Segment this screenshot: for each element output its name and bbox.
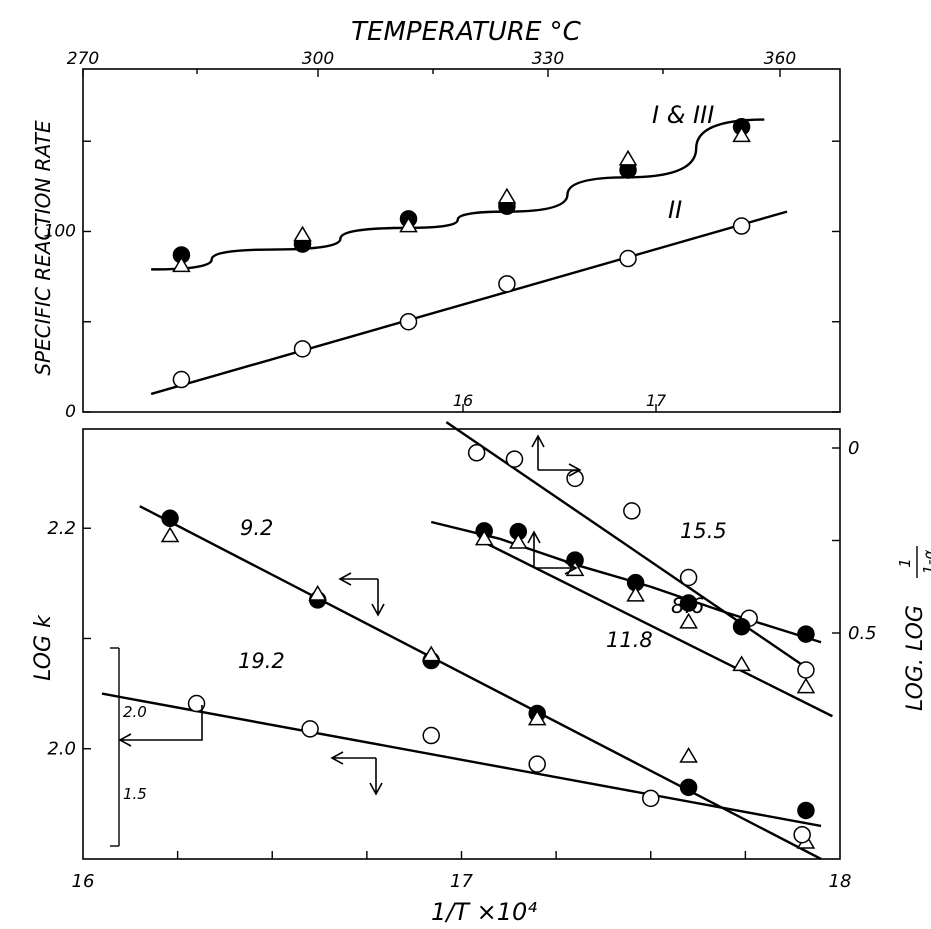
- inset-scale: 2.0 1.5: [110, 648, 202, 846]
- open-circle-marker: [681, 570, 697, 586]
- open-circle-marker: [401, 314, 417, 330]
- bottom-curve-1: [102, 694, 821, 826]
- open-circle-marker: [469, 445, 485, 461]
- open-circle-marker: [620, 251, 636, 267]
- filled-circle-marker: [162, 510, 178, 526]
- curve-label-11-8: 11.8: [606, 628, 653, 652]
- top-curve-0: [151, 120, 764, 270]
- top-axis-title: TEMPERATURE °C: [351, 17, 581, 47]
- bottom-panel: 1/T ×10⁴ LOG k LOG. LOG 1 1-α 16 17 18 2.2 2…: [31, 422, 931, 926]
- y2-label-main: LOG. LOG: [903, 605, 928, 711]
- arrow-right-axis-8-6: [528, 532, 576, 574]
- y2-label-denominator: 1-α: [920, 549, 931, 574]
- bottom-y2-axis-label: LOG. LOG 1 1-α: [896, 546, 931, 711]
- arrow-left-axis-19-2: [332, 752, 382, 794]
- triangle-marker: [681, 748, 697, 762]
- top-markers: [173, 119, 749, 388]
- triangle-marker: [620, 151, 636, 165]
- bottom-x-tick-label: 16: [72, 871, 95, 892]
- bottom-plot-frame: [83, 429, 840, 859]
- y2-label-numerator: 1: [896, 558, 914, 568]
- open-circle-marker: [624, 503, 640, 519]
- open-circle-marker: [798, 662, 814, 678]
- bottom-y-axis-label: LOG k: [31, 614, 56, 681]
- open-circle-marker: [529, 756, 545, 772]
- filled-circle-marker: [798, 802, 814, 818]
- open-circle-marker: [506, 451, 522, 467]
- bottom-x-tick-label: 18: [829, 871, 852, 892]
- top-inner-tick-label: 17: [646, 391, 667, 410]
- bottom-y2-tick-label: 0.5: [848, 623, 877, 644]
- bottom-x-axis-label: 1/T ×10⁴: [431, 898, 537, 926]
- open-circle-marker: [173, 372, 189, 388]
- top-curve-1: [151, 212, 787, 394]
- inset-tick-label: 1.5: [123, 785, 147, 803]
- bottom-curves: [102, 422, 833, 859]
- arrow-left-axis-9-2: [340, 573, 384, 615]
- filled-circle-marker: [798, 626, 814, 642]
- filled-circle-marker: [734, 619, 750, 635]
- triangle-marker: [162, 528, 178, 542]
- top-plot-frame: [83, 69, 840, 412]
- open-circle-marker: [423, 728, 439, 744]
- bottom-y-tick-label: 2.0: [47, 739, 76, 760]
- top-tick-label: 270: [67, 49, 99, 69]
- curve-label-15-5: 15.5: [680, 519, 727, 543]
- bottom-x-tick-label: 17: [450, 871, 473, 892]
- open-circle-marker: [295, 341, 311, 357]
- open-circle-marker: [302, 721, 318, 737]
- top-curves: [151, 120, 787, 394]
- top-panel: TEMPERATURE °C SPECIFIC REACTION RATE 27…: [31, 17, 840, 422]
- top-tick-label: 360: [764, 49, 796, 69]
- open-circle-marker: [734, 218, 750, 234]
- curve-label-8-6: 8.6: [671, 594, 704, 618]
- bottom-markers: [162, 445, 814, 848]
- bottom-y-tick-label: 2.2: [47, 518, 76, 539]
- open-circle-marker: [499, 276, 515, 292]
- top-tick-label: 330: [532, 49, 564, 69]
- bottom-y2-tick-label: 0: [848, 438, 859, 459]
- inset-tick-label: 2.0: [123, 703, 147, 721]
- top-ticks: 270 300 330 360 0 100 16 17: [44, 49, 840, 422]
- open-circle-marker: [643, 790, 659, 806]
- top-y-tick-label: 100: [44, 221, 76, 241]
- filled-circle-marker: [681, 779, 697, 795]
- curve-label-i-iii: I & III: [652, 101, 714, 129]
- triangle-marker: [499, 189, 515, 203]
- triangle-marker: [798, 679, 814, 693]
- top-y-axis-label: SPECIFIC REACTION RATE: [31, 120, 55, 376]
- top-y-tick-label: 0: [65, 402, 76, 422]
- curve-label-9-2: 9.2: [240, 516, 273, 540]
- triangle-marker: [295, 227, 311, 241]
- curve-label-ii: II: [668, 196, 682, 224]
- open-circle-marker: [794, 827, 810, 843]
- top-inner-tick-label: 16: [453, 391, 473, 410]
- curve-label-19-2: 19.2: [238, 649, 285, 673]
- top-tick-label: 300: [302, 49, 334, 69]
- triangle-marker: [734, 657, 750, 671]
- arrow-right-axis-15-5: [532, 436, 580, 476]
